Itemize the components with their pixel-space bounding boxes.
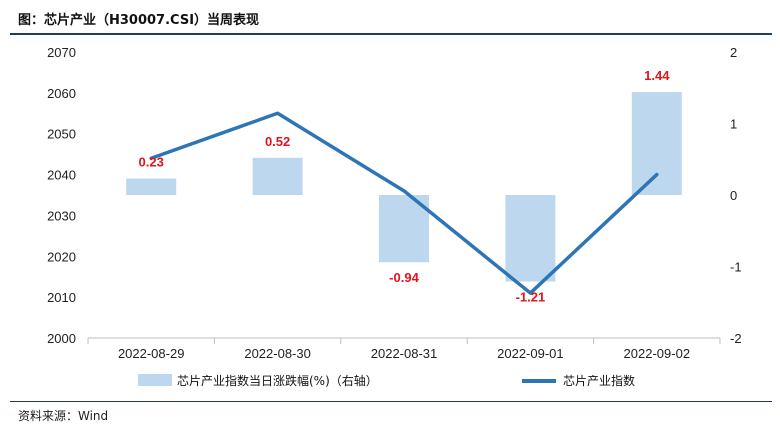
x-tick-label: 2022-08-30 — [244, 346, 311, 361]
source-divider — [10, 401, 772, 402]
x-tick-label: 2022-09-01 — [497, 346, 564, 361]
y-left-tick-label: 2070 — [47, 45, 76, 60]
y-left-tick-label: 2030 — [47, 208, 76, 223]
chart-title: 图：芯片产业（H30007.CSI）当周表现 — [18, 13, 260, 28]
legend-label-line: 芯片产业指数 — [563, 373, 635, 388]
y-right-tick-label: 0 — [730, 188, 737, 203]
y-left-tick-label: 2020 — [47, 249, 76, 264]
legend-swatch-bar — [138, 374, 172, 386]
y-right-tick-label: -1 — [730, 260, 742, 275]
bar — [252, 157, 303, 195]
x-tick-label: 2022-09-02 — [624, 346, 691, 361]
data-label: 0.52 — [265, 134, 290, 149]
y-left-tick-label: 2040 — [47, 168, 76, 183]
y-left-tick-label: 2050 — [47, 127, 76, 142]
y-left-tick-label: 2010 — [47, 290, 76, 305]
source-note: 资料来源：Wind — [18, 409, 109, 423]
legend-label-bar: 芯片产业指数当日涨跌幅(%)（右轴） — [177, 373, 378, 388]
title-divider — [10, 33, 772, 35]
y-left-tick-label: 2000 — [47, 331, 76, 346]
bar — [126, 178, 177, 195]
x-tick-label: 2022-08-31 — [371, 346, 438, 361]
bar — [505, 195, 556, 282]
y-right-tick-label: 1 — [730, 117, 737, 132]
y-left-tick-label: 2060 — [47, 86, 76, 101]
data-label: 0.23 — [139, 155, 164, 170]
data-label: -0.94 — [389, 270, 419, 285]
series-line — [149, 111, 659, 295]
data-label: 1.44 — [644, 68, 670, 83]
data-label: -1.21 — [516, 290, 546, 305]
x-tick-label: 2022-08-29 — [118, 346, 185, 361]
bar — [631, 92, 682, 195]
y-right-tick-label: -2 — [730, 331, 742, 346]
y-right-tick-label: 2 — [730, 45, 737, 60]
title-bar: 图：芯片产业（H30007.CSI）当周表现 — [0, 0, 780, 35]
